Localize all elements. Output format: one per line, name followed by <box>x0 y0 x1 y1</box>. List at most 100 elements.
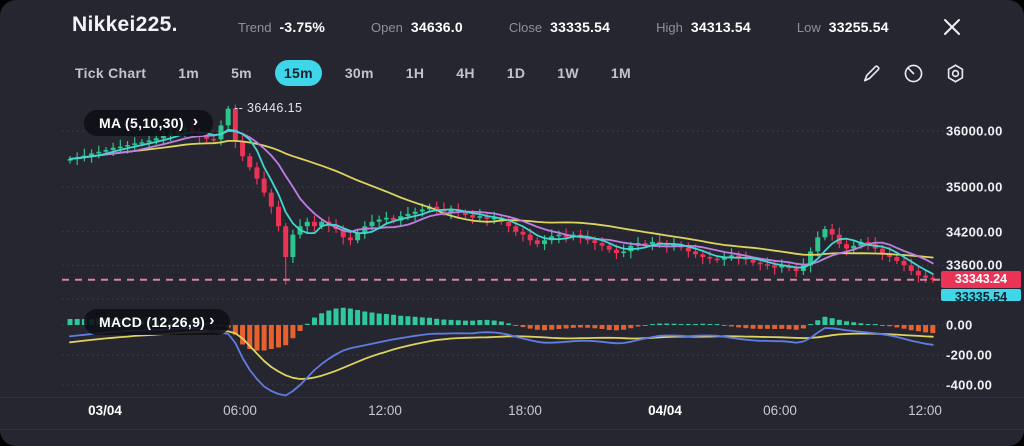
macd-histogram-bar <box>844 321 850 325</box>
stat-label: Close <box>508 20 543 35</box>
macd-histogram-bar <box>736 325 742 328</box>
candle-body <box>110 147 116 151</box>
last-price-badge: 33343.24 <box>941 271 1021 288</box>
candle-body <box>355 232 361 241</box>
macd-histogram-bar <box>326 310 332 325</box>
tab-1d[interactable]: 1D <box>498 60 535 86</box>
macd-histogram-bar <box>534 325 540 330</box>
timer-button[interactable] <box>902 61 926 85</box>
macd-histogram-bar <box>434 318 440 325</box>
candle-body <box>498 217 504 222</box>
tab-5m[interactable]: 5m <box>222 60 261 86</box>
candle-body <box>347 237 353 241</box>
candle-body <box>599 243 605 246</box>
candle-body <box>570 234 576 238</box>
candle-body <box>326 221 332 227</box>
ma5-line <box>69 128 934 275</box>
candle-body <box>707 257 713 259</box>
candle-body <box>908 265 914 271</box>
tab-15m[interactable]: 15m <box>274 60 322 86</box>
candle-body <box>800 265 806 271</box>
stat-value: 33335.54 <box>550 19 611 35</box>
macd-indicator-pill[interactable]: MACD (12,26,9) › <box>84 309 230 335</box>
candle-body <box>527 234 533 241</box>
instrument-title: Nikkei225. <box>72 13 178 36</box>
macd-histogram-bar <box>815 320 821 325</box>
candle-body <box>405 213 411 217</box>
candle-body <box>319 221 325 227</box>
candle-body <box>484 216 490 219</box>
close-button[interactable] <box>940 15 964 39</box>
macd-histogram-bar <box>362 311 368 325</box>
macd-tick-label: -400.00 <box>946 377 993 393</box>
macd-histogram-bar <box>628 325 634 329</box>
candle-body <box>211 138 217 141</box>
macd-histogram-bar <box>599 325 605 330</box>
price-tick-label: 34200.00 <box>946 224 1003 240</box>
candle-body <box>887 253 893 257</box>
candle-body <box>879 248 885 254</box>
macd-histogram-bar <box>786 325 792 330</box>
candle-body <box>685 247 691 252</box>
macd-histogram-bar <box>606 325 612 330</box>
macd-histogram-bar <box>858 323 864 325</box>
candle-body <box>851 245 857 249</box>
settings-button[interactable] <box>944 61 968 85</box>
candle-body <box>455 209 461 213</box>
macd-histogram-bar <box>240 325 246 345</box>
macd-histogram-bar <box>915 325 921 332</box>
candle-body <box>268 192 274 207</box>
macd-histogram-bar <box>621 325 627 330</box>
macd-histogram-bar <box>506 323 512 325</box>
macd-histogram-bar <box>678 324 684 325</box>
close-price-badge: 33335.54 <box>941 289 1021 301</box>
time-tick-label: 18:00 <box>508 403 542 418</box>
candle-body <box>160 136 166 139</box>
macd-histogram-bar <box>355 310 361 325</box>
candle-body <box>728 255 734 257</box>
candle-body <box>427 206 432 210</box>
candle-body <box>657 241 663 245</box>
candle-body <box>628 245 634 252</box>
candle-body <box>764 264 770 266</box>
tab-1m[interactable]: 1m <box>169 60 208 86</box>
macd-tick-label: 0.00 <box>946 317 973 333</box>
macd-histogram-bar <box>513 325 519 326</box>
macd-histogram-bar <box>750 325 756 329</box>
candle-body <box>67 159 73 161</box>
macd-histogram-bar <box>923 325 929 333</box>
candle-body <box>419 209 425 212</box>
candle-body <box>822 229 828 238</box>
draw-button[interactable] <box>860 61 884 85</box>
candle-body <box>391 217 397 221</box>
macd-histogram-bar <box>340 307 346 325</box>
time-tick-label: 12:00 <box>368 403 402 418</box>
macd-indicator-label: MACD (12,26,9) <box>99 314 206 330</box>
macd-histogram-bar <box>347 308 353 325</box>
tab-1w[interactable]: 1W <box>548 60 588 86</box>
candle-body <box>606 245 612 250</box>
candle-body <box>254 167 260 179</box>
stat-value: -3.75% <box>279 19 326 35</box>
macd-histogram-bar <box>570 325 576 328</box>
candle-body <box>815 237 821 252</box>
tab-30m[interactable]: 30m <box>336 60 383 86</box>
candle-body <box>506 221 512 227</box>
candle-body <box>671 244 677 246</box>
axis-separator <box>0 429 1024 430</box>
macd-histogram-bar <box>743 325 749 329</box>
tab-1m-month[interactable]: 1M <box>602 60 640 86</box>
ma-indicator-pill[interactable]: MA (5,10,30) › <box>84 110 214 136</box>
tab-1h[interactable]: 1H <box>397 60 434 86</box>
candle-body <box>872 244 878 249</box>
macd-histogram-bar <box>542 325 548 331</box>
candle-body <box>333 226 339 229</box>
time-tick-label: 03/04 <box>88 403 122 418</box>
tab-tick-chart[interactable]: Tick Chart <box>66 60 155 86</box>
stat-open: Open 34636.0 <box>371 19 463 35</box>
candle-body <box>750 259 756 263</box>
tab-4h[interactable]: 4H <box>447 60 484 86</box>
stat-value: 33255.54 <box>828 19 889 35</box>
stat-value: 34313.54 <box>690 19 751 35</box>
